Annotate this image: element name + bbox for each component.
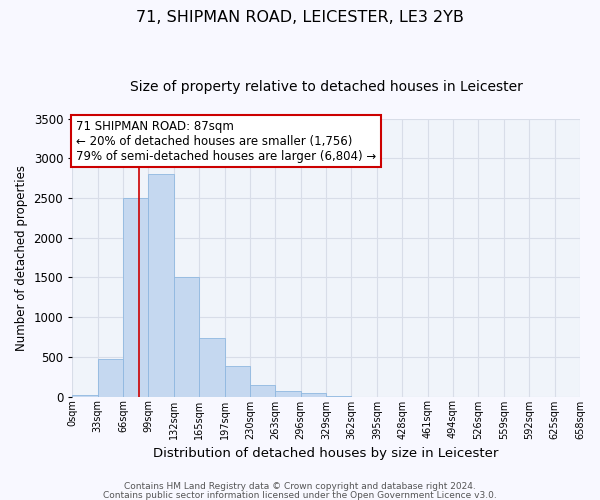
Bar [275, 391, 301, 396]
Text: 71, SHIPMAN ROAD, LEICESTER, LE3 2YB: 71, SHIPMAN ROAD, LEICESTER, LE3 2YB [136, 10, 464, 25]
Title: Size of property relative to detached houses in Leicester: Size of property relative to detached ho… [130, 80, 523, 94]
Text: 71 SHIPMAN ROAD: 87sqm
← 20% of detached houses are smaller (1,756)
79% of semi-: 71 SHIPMAN ROAD: 87sqm ← 20% of detached… [76, 120, 376, 162]
X-axis label: Distribution of detached houses by size in Leicester: Distribution of detached houses by size … [154, 447, 499, 460]
Bar [199, 338, 224, 396]
Bar [301, 392, 326, 396]
Bar [250, 384, 275, 396]
Text: Contains HM Land Registry data © Crown copyright and database right 2024.: Contains HM Land Registry data © Crown c… [124, 482, 476, 491]
Bar [72, 395, 98, 396]
Bar [98, 359, 123, 397]
Bar [174, 278, 199, 396]
Text: Contains public sector information licensed under the Open Government Licence v3: Contains public sector information licen… [103, 490, 497, 500]
Y-axis label: Number of detached properties: Number of detached properties [15, 164, 28, 350]
Bar [123, 198, 148, 396]
Bar [224, 366, 250, 396]
Bar [148, 174, 174, 396]
